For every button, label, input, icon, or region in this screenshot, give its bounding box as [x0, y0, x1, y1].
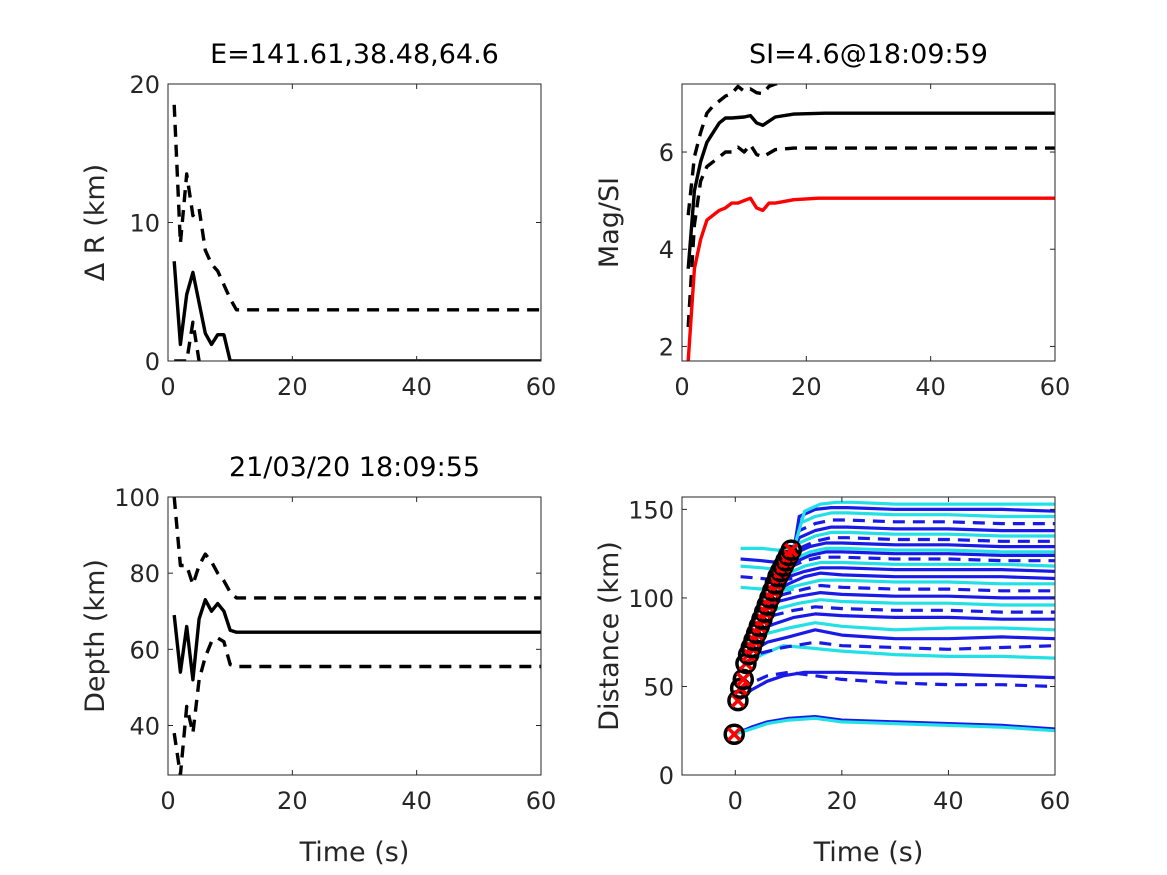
y-tick-label: 0: [145, 348, 160, 376]
series-line-7: [745, 628, 1055, 656]
series-line-26: [791, 511, 1055, 553]
series-line-2: [733, 716, 1055, 736]
series-line-24: [789, 525, 1055, 557]
series-line-8: [747, 621, 1055, 644]
x-tick-label: 20: [791, 373, 822, 401]
series-line-13: [761, 583, 1055, 607]
series-line-29: [740, 546, 795, 552]
y-tick-label: 50: [643, 673, 674, 701]
x-tick-label: 60: [1040, 787, 1071, 815]
y-axis-label: Δ R (km): [80, 164, 111, 281]
series-line-2: [172, 104, 541, 312]
plot-area: [723, 500, 1055, 746]
chart-delta-r: 0 20 40 60 0 10 20 E=141.61,38.48,64.6 Δ R (km): [80, 39, 556, 401]
x-tick-label: 0: [674, 373, 689, 401]
series-line-9: [750, 612, 1055, 635]
x-tick-label: 60: [526, 373, 557, 401]
y-tick-label: 150: [628, 496, 674, 524]
marker-point: [780, 539, 802, 561]
chart-title: SI=4.6@18:09:59: [749, 39, 988, 70]
plot-area: [172, 104, 541, 361]
series-line-1: [172, 261, 541, 361]
x-axis-label: Time (s): [813, 837, 924, 868]
chart-title: E=141.61,38.48,64.6: [210, 39, 499, 70]
y-axis-label: Depth (km): [80, 559, 111, 713]
series-line-6: [742, 640, 1055, 665]
x-tick-label: 40: [401, 373, 432, 401]
chart-mag-si: 0 20 40 60 2 4 6 SI=4.6@18:09:59 Mag/SI: [594, 39, 1070, 401]
series-line-10: [753, 605, 1055, 626]
marker-circle: [729, 677, 752, 699]
marker-cross: [726, 727, 742, 742]
x-tick-label: 0: [160, 373, 175, 401]
y-tick-label: 20: [129, 71, 160, 99]
marker-circle: [780, 539, 802, 561]
y-tick-label: 10: [129, 210, 160, 238]
x-tick-label: 60: [1040, 373, 1071, 401]
x-tick-label: 20: [827, 787, 858, 815]
plot-area: [686, 84, 1055, 361]
series-line-4: [738, 670, 1055, 692]
axes-frame: [167, 83, 542, 362]
chart-depth: 0 20 40 60 40 60 80 100 21/03/20 18:09:55 Time (s…: [80, 452, 556, 868]
y-tick-label: 100: [114, 484, 160, 512]
chart-title: 21/03/20 18:09:55: [229, 452, 480, 483]
y-tick-label: 40: [129, 712, 160, 740]
series-line-14: [763, 578, 1055, 602]
y-axis-label: Mag/SI: [594, 177, 625, 268]
axes-border: [681, 83, 1056, 362]
x-tick-label: 40: [915, 373, 946, 401]
y-tick-label: 80: [129, 560, 160, 588]
y-tick-label: 60: [129, 636, 160, 664]
y-tick-label: 4: [659, 236, 674, 264]
series-line-23: [787, 530, 1055, 560]
series-line-4: [686, 196, 1055, 361]
marker-cross: [783, 542, 799, 558]
x-tick-label: 40: [933, 787, 964, 815]
marker-cross: [736, 672, 751, 687]
x-tick-label: 0: [728, 787, 743, 815]
series-line-11: [755, 598, 1055, 621]
plot-area: [172, 497, 541, 775]
x-tick-label: 40: [401, 787, 432, 815]
chart-distance: 0 20 40 60 0 50 100 150 Time (s) Distance (km): [594, 496, 1070, 868]
y-tick-label: 100: [628, 585, 674, 613]
x-tick-label: 20: [277, 787, 308, 815]
y-tick-label: 0: [659, 762, 674, 790]
series-line-2: [686, 84, 785, 216]
series-line-3: [174, 320, 201, 361]
series-line-17: [771, 560, 1055, 586]
series-line-3: [737, 670, 1055, 702]
x-tick-label: 60: [526, 787, 557, 815]
series-line-1: [172, 598, 541, 682]
y-axis-label: Distance (km): [594, 541, 625, 731]
axes-border: [681, 496, 1056, 776]
y-tick-label: 2: [659, 333, 674, 361]
series-line-15: [766, 571, 1055, 596]
series-line-3: [686, 142, 1055, 328]
x-tick-label: 20: [277, 373, 308, 401]
series-line-1: [733, 714, 1055, 736]
axes-border: [167, 496, 542, 776]
series-line-22: [784, 536, 1055, 564]
series-line-12: [758, 590, 1055, 614]
marker-circle: [723, 723, 745, 746]
y-tick-label: 6: [659, 139, 674, 167]
series-line-28: [792, 500, 1055, 549]
series-line-3: [172, 636, 541, 775]
series-line-19: [776, 550, 1055, 577]
x-axis-label: Time (s): [299, 837, 410, 868]
axes-frame: [681, 83, 1056, 362]
x-tick-label: 0: [160, 787, 175, 815]
axes-frame: [167, 496, 542, 776]
series-line-16: [769, 566, 1055, 589]
marker-point: [723, 723, 745, 746]
series-line-1: [686, 111, 1055, 269]
series-line-25: [789, 518, 1055, 555]
